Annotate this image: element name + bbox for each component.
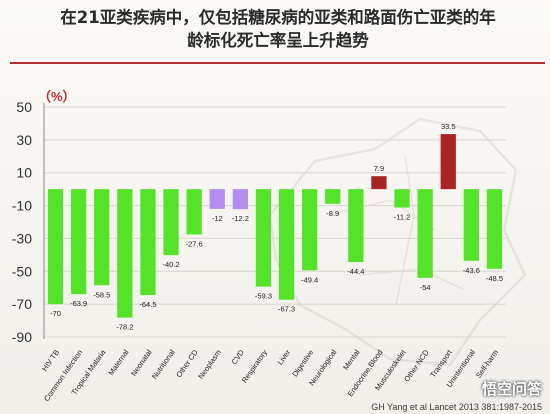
bar	[117, 189, 133, 318]
y-tick-label: -70	[12, 296, 32, 312]
data-label: -49.4	[301, 275, 318, 284]
data-label: -78.2	[116, 323, 133, 332]
bar	[394, 189, 410, 208]
y-tick-label: -30	[12, 230, 32, 246]
data-label: -59.3	[255, 292, 272, 301]
bar	[371, 176, 387, 190]
data-label: -63.9	[70, 299, 87, 308]
data-label: -27.6	[186, 239, 203, 248]
y-tick-label: -50	[12, 263, 32, 279]
bar	[232, 189, 248, 210]
data-label: -8.9	[326, 209, 339, 218]
bar	[302, 189, 318, 271]
y-tick-label: -90	[12, 329, 32, 345]
data-label: -54	[420, 283, 431, 292]
y-axis-unit-label: （%）	[38, 89, 76, 104]
bar	[94, 189, 110, 286]
x-tick-label: Nutritional	[150, 348, 177, 381]
data-label: -48.5	[486, 274, 503, 283]
data-label: -12.2	[232, 214, 249, 223]
x-tick-label: Digestive	[290, 348, 315, 378]
bar	[463, 189, 479, 261]
y-tick-label: 30	[16, 132, 32, 148]
data-label: -11.2	[394, 213, 411, 222]
source-citation: GH Yang et al Lancet 2013 381:1987-2015	[371, 402, 542, 412]
data-label: -12	[212, 214, 223, 223]
x-tick-label: Maternal	[106, 348, 130, 377]
data-label: -67.3	[278, 305, 295, 314]
data-label: -43.6	[463, 266, 480, 275]
y-tick-label: 10	[16, 165, 32, 181]
data-label: 7.9	[374, 164, 384, 173]
x-tick-label: CVD	[230, 348, 247, 367]
bar	[486, 189, 503, 269]
title-line-2: 龄标化死亡率呈上升趋势	[187, 31, 369, 50]
x-tick-label: Liver	[275, 348, 292, 367]
bar	[417, 189, 433, 278]
x-tick-label: Neoplasm	[196, 348, 223, 381]
x-tick-label: Neonatal	[129, 348, 154, 378]
bar	[255, 189, 272, 287]
y-tick-label: 50	[16, 99, 32, 115]
watermark-logo-text: 悟空问答	[481, 381, 542, 398]
title-divider	[10, 62, 545, 64]
bar	[209, 189, 225, 209]
data-label: -58.5	[93, 290, 110, 299]
bar	[47, 189, 64, 305]
bar	[71, 189, 87, 295]
data-label: 33.5	[441, 122, 456, 131]
data-label: -40.2	[162, 260, 179, 269]
bar	[186, 189, 202, 235]
bar	[163, 189, 179, 256]
data-label: -70	[50, 309, 61, 318]
slide-title: 在21亚类疾病中，仅包括糖尿病的亚类和路面伤亡亚类的年 龄标化死亡率呈上升趋势	[8, 6, 548, 52]
title-line-1: 在21亚类疾病中，仅包括糖尿病的亚类和路面伤亡亚类的年	[60, 8, 496, 27]
y-tick-label: -10	[12, 198, 32, 214]
bar	[278, 189, 295, 300]
x-tick-label: Self-harm	[474, 348, 500, 380]
x-tick-label: Mental	[341, 348, 361, 372]
x-tick-label: HIV TB	[40, 348, 61, 373]
data-label: -64.5	[139, 300, 156, 309]
bar	[325, 189, 341, 204]
bar	[440, 134, 456, 190]
data-label: -44.4	[347, 267, 364, 276]
bar	[348, 189, 364, 263]
bar	[140, 189, 156, 296]
